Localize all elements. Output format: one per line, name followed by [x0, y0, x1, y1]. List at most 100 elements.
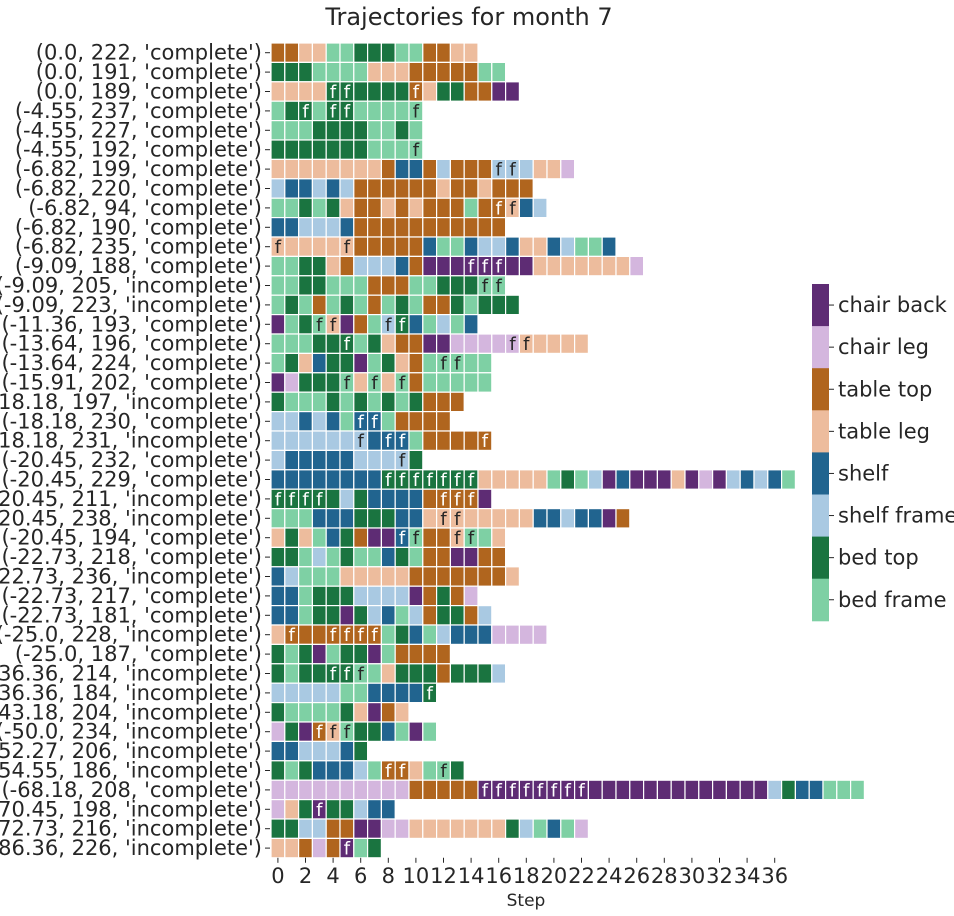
heatmap-cell [437, 586, 451, 605]
heatmap-cell [312, 625, 326, 644]
heatmap-cell [492, 470, 506, 489]
cell-marker: f [399, 431, 406, 452]
heatmap-cell [312, 780, 326, 799]
heatmap-cell [519, 159, 533, 178]
heatmap-cell [368, 179, 382, 198]
heatmap-cell [533, 256, 547, 275]
heatmap-cell [533, 509, 547, 528]
heatmap-cell [271, 741, 285, 760]
cell-marker: f [440, 761, 447, 782]
heatmap-cell [354, 392, 368, 411]
heatmap-cell [809, 780, 823, 799]
x-tick-label: 18 [513, 864, 540, 888]
heatmap-cell [299, 256, 313, 275]
heatmap-cell [326, 470, 340, 489]
heatmap-cell [395, 392, 409, 411]
heatmap-cell [478, 373, 492, 392]
heatmap-cell [299, 373, 313, 392]
heatmap-cell [354, 838, 368, 857]
cell-marker: f [523, 780, 530, 801]
heatmap-cell [368, 101, 382, 120]
heatmap-cell [271, 62, 285, 81]
heatmap-cell [381, 121, 395, 140]
heatmap-cell [409, 489, 423, 508]
heatmap-cell [326, 838, 340, 857]
heatmap-cell [271, 412, 285, 431]
heatmap-cell [533, 470, 547, 489]
heatmap-cell [381, 800, 395, 819]
heatmap-cell [354, 43, 368, 62]
heatmap-cell [340, 276, 354, 295]
heatmap-cell [381, 683, 395, 702]
heatmap-cell [492, 819, 506, 838]
heatmap-cell [299, 547, 313, 566]
heatmap-cell [285, 392, 299, 411]
heatmap-cell [285, 664, 299, 683]
heatmap-cell [271, 567, 285, 586]
heatmap-cell [450, 276, 464, 295]
heatmap-cell [381, 62, 395, 81]
heatmap-cell [588, 256, 602, 275]
heatmap-cell [423, 237, 437, 256]
legend-swatch [812, 284, 829, 327]
cell-marker: f [454, 354, 461, 375]
heatmap-cell [368, 644, 382, 663]
cell-marker: f [468, 470, 475, 491]
heatmap-cell [299, 237, 313, 256]
heatmap-cell [395, 256, 409, 275]
heatmap-cell [630, 780, 644, 799]
heatmap-cell [368, 761, 382, 780]
heatmap-cell [561, 159, 575, 178]
cell-marker: f [468, 528, 475, 549]
heatmap-cell [285, 509, 299, 528]
heatmap-cell [630, 256, 644, 275]
heatmap-cell [271, 586, 285, 605]
heatmap-cell [381, 43, 395, 62]
cell-marker: f [371, 412, 378, 433]
heatmap-cell [271, 606, 285, 625]
heatmap-cell [506, 179, 520, 198]
heatmap-cell [354, 353, 368, 372]
heatmap-cell [285, 819, 299, 838]
cell-marker: f [482, 257, 489, 278]
heatmap-cell [450, 373, 464, 392]
heatmap-cell [312, 683, 326, 702]
heatmap-cell [533, 198, 547, 217]
cell-marker: f [385, 470, 392, 491]
heatmap-cell [409, 218, 423, 237]
cell-marker: f [509, 198, 516, 219]
heatmap-cell [381, 198, 395, 217]
x-axis-title: Step [507, 891, 546, 911]
heatmap-cell [340, 800, 354, 819]
cell-marker: f [385, 761, 392, 782]
heatmap-cell [271, 334, 285, 353]
heatmap-cell [437, 528, 451, 547]
heatmap-cell [409, 295, 423, 314]
heatmap-cell [299, 121, 313, 140]
heatmap-cell [340, 509, 354, 528]
heatmap-cell [326, 159, 340, 178]
heatmap-cell [285, 741, 299, 760]
heatmap-cell [299, 819, 313, 838]
heatmap-cell [285, 334, 299, 353]
heatmap-cell [299, 334, 313, 353]
heatmap-cell [299, 625, 313, 644]
heatmap-cell [464, 82, 478, 101]
heatmap-cell [437, 547, 451, 566]
heatmap-cell [326, 121, 340, 140]
heatmap-cell [492, 62, 506, 81]
legend-swatch [812, 537, 829, 580]
heatmap-cell [340, 761, 354, 780]
heatmap-cell [354, 140, 368, 159]
x-tick-label: 20 [541, 864, 568, 888]
x-tick-label: 28 [651, 864, 678, 888]
heatmap-cell [354, 644, 368, 663]
heatmap-cell [285, 586, 299, 605]
heatmap-cell [299, 470, 313, 489]
heatmap-cell [381, 625, 395, 644]
heatmap-cell [409, 644, 423, 663]
legend-swatch [812, 579, 829, 622]
heatmap-cell [519, 237, 533, 256]
heatmap-cell [354, 450, 368, 469]
x-tick-label: 0 [271, 864, 284, 888]
